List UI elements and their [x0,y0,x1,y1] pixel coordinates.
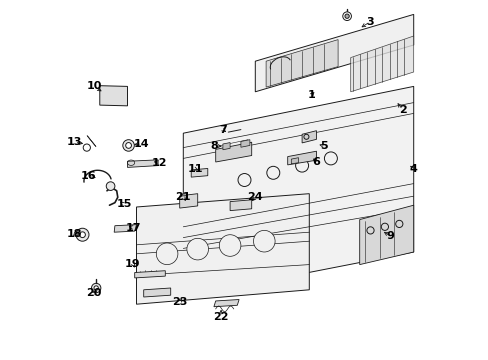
Circle shape [266,166,279,179]
Polygon shape [127,160,158,167]
Circle shape [344,14,348,18]
Polygon shape [73,232,77,237]
Polygon shape [213,300,239,307]
Text: 2: 2 [398,105,406,115]
Text: 5: 5 [319,141,327,151]
Polygon shape [180,194,186,196]
Text: 8: 8 [209,141,217,151]
Polygon shape [302,131,316,143]
Circle shape [186,238,208,260]
Text: 11: 11 [188,164,203,174]
Polygon shape [350,36,413,92]
Text: 3: 3 [366,17,373,27]
Circle shape [125,143,131,148]
Polygon shape [134,271,165,278]
Polygon shape [255,14,413,92]
Polygon shape [143,288,170,297]
Text: 17: 17 [125,222,141,233]
Polygon shape [179,194,197,208]
Text: 19: 19 [125,258,141,269]
Text: 21: 21 [175,192,191,202]
Text: 6: 6 [312,157,320,167]
Text: 24: 24 [247,192,263,202]
Text: 7: 7 [219,125,226,135]
Polygon shape [359,205,413,265]
Text: 23: 23 [172,297,187,307]
Text: 16: 16 [81,171,97,181]
Circle shape [342,12,351,21]
Text: 13: 13 [67,137,82,147]
Circle shape [106,182,115,190]
Circle shape [253,230,275,252]
Polygon shape [291,158,298,164]
Polygon shape [265,40,337,87]
Text: 18: 18 [67,229,82,239]
Polygon shape [215,142,251,162]
Circle shape [91,283,101,293]
Circle shape [366,227,373,234]
Circle shape [122,140,134,151]
Polygon shape [100,86,127,106]
Polygon shape [230,200,251,211]
Polygon shape [136,194,309,304]
Text: 14: 14 [134,139,149,149]
Circle shape [83,144,90,151]
Circle shape [156,243,178,265]
Text: 22: 22 [213,312,228,322]
Circle shape [219,235,241,256]
Text: 9: 9 [386,231,393,241]
Polygon shape [114,225,136,232]
Text: 10: 10 [86,81,102,91]
Circle shape [94,286,98,290]
Circle shape [395,220,402,228]
Polygon shape [223,143,230,150]
Text: 20: 20 [86,288,102,298]
Text: 12: 12 [152,158,167,168]
Text: 1: 1 [306,90,314,100]
Circle shape [295,159,308,172]
Text: 15: 15 [116,199,131,210]
Circle shape [76,228,89,241]
Polygon shape [183,86,413,297]
Circle shape [324,152,337,165]
Polygon shape [287,151,316,165]
Polygon shape [241,140,249,147]
Circle shape [381,223,387,230]
Text: 4: 4 [409,164,417,174]
Polygon shape [191,168,207,177]
Circle shape [238,174,250,186]
Circle shape [303,134,308,139]
Circle shape [80,232,85,238]
